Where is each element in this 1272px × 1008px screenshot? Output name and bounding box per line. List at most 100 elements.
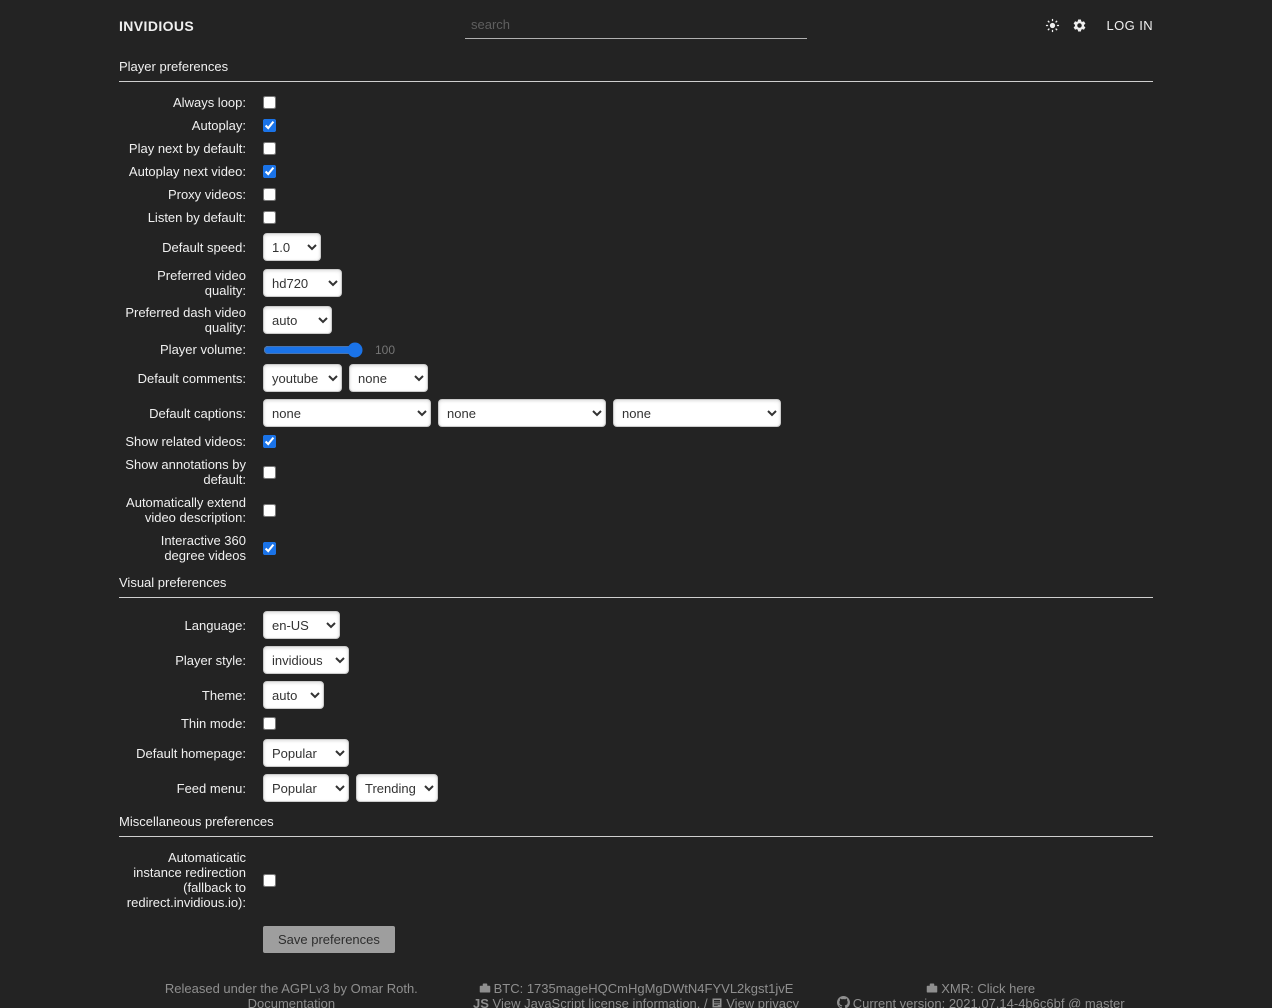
listen-by-default-label: Listen by default: xyxy=(147,210,246,225)
xmr-label: XMR: xyxy=(941,981,978,996)
sun-icon xyxy=(1045,18,1059,33)
player-volume-label: Player volume: xyxy=(160,342,246,357)
theme-label: Theme: xyxy=(201,687,246,703)
default-speed-label: Default speed: xyxy=(162,239,246,255)
feed-menu-select-1[interactable]: Popular xyxy=(263,774,349,802)
row-show-related: Show related videos: xyxy=(119,434,1153,449)
search-input[interactable] xyxy=(465,12,807,39)
preferred-video-quality-select[interactable]: hd720 xyxy=(263,269,342,297)
default-captions-select-2[interactable]: none xyxy=(438,399,606,427)
feed-menu-label: Feed menu: xyxy=(176,780,246,796)
footer: Released under the AGPLv3 by Omar Roth. … xyxy=(119,981,1153,1008)
default-homepage-label: Default homepage: xyxy=(136,745,246,761)
player-volume-slider[interactable] xyxy=(263,342,363,357)
gear-icon xyxy=(1073,19,1085,32)
feed-menu-select-2[interactable]: Trending xyxy=(356,774,438,802)
autoplay-next-label: Autoplay next video: xyxy=(128,164,246,179)
wallet-icon xyxy=(926,983,938,993)
row-preferred-dash-quality: Preferred dash video quality: auto xyxy=(119,305,1153,335)
row-play-next: Play next by default: xyxy=(119,141,1153,156)
separator-text: / xyxy=(700,996,712,1008)
btc-address: BTC: 1735mageHQCmHgMgDWtN4FYVL2kgst1jvE xyxy=(493,981,794,996)
invidious-logo[interactable]: INVIDIOUS xyxy=(119,17,195,34)
listen-by-default-checkbox[interactable] xyxy=(263,211,276,224)
preferred-dash-quality-label: Preferred dash video quality: xyxy=(125,305,246,335)
default-homepage-select[interactable]: Popular xyxy=(263,739,349,767)
extend-description-label: Automatically extend video description: xyxy=(126,495,246,525)
save-row: Save preferences xyxy=(119,926,1153,953)
top-navbar: INVIDIOUS xyxy=(119,0,1153,47)
interactive-360-label: Interactive 360 degree videos xyxy=(160,533,246,563)
row-thin-mode: Thin mode: xyxy=(119,716,1153,731)
row-preferred-video-quality: Preferred video quality: hd720 xyxy=(119,268,1153,298)
document-icon xyxy=(712,998,722,1008)
show-related-checkbox[interactable] xyxy=(263,435,276,448)
wallet-icon xyxy=(479,983,490,993)
theme-select[interactable]: auto xyxy=(263,681,324,709)
row-language: Language: en-US xyxy=(119,611,1153,639)
default-speed-select[interactable]: 1.0 xyxy=(263,233,321,261)
autoplay-label: Autoplay: xyxy=(191,118,246,133)
show-annotations-label: Show annotations by default: xyxy=(125,457,246,487)
play-next-label: Play next by default: xyxy=(128,141,246,156)
autoplay-checkbox[interactable] xyxy=(263,119,276,132)
row-automatic-redirect: Automaticatic instance redirection (fall… xyxy=(119,850,1153,910)
section-title-misc-preferences: Miscellaneous preferences xyxy=(119,814,1153,837)
row-extend-description: Automatically extend video description: xyxy=(119,495,1153,525)
autoplay-next-checkbox[interactable] xyxy=(263,165,276,178)
proxy-videos-label: Proxy videos: xyxy=(167,187,246,202)
version-label: Current version: xyxy=(852,996,949,1008)
language-label: Language: xyxy=(184,617,246,633)
row-default-homepage: Default homepage: Popular xyxy=(119,739,1153,767)
page: INVIDIOUS xyxy=(119,0,1153,1008)
default-comments-select-1[interactable]: youtube xyxy=(263,364,342,392)
default-captions-label: Default captions: xyxy=(149,405,246,421)
automatic-redirect-label: Automaticatic instance redirection (fall… xyxy=(126,850,246,910)
player-style-select[interactable]: invidious xyxy=(263,646,349,674)
interactive-360-checkbox[interactable] xyxy=(263,541,276,555)
always-loop-label: Always loop: xyxy=(173,95,246,110)
privacy-policy-link[interactable]: View privacy policy. xyxy=(726,996,799,1008)
js-license-link[interactable]: View JavaScript license information. xyxy=(492,996,701,1008)
footer-donate-column: BTC: 1735mageHQCmHgMgDWtN4FYVL2kgst1jvE … xyxy=(464,981,809,1008)
default-comments-label: Default comments: xyxy=(137,370,246,386)
row-default-speed: Default speed: 1.0 xyxy=(119,233,1153,261)
section-title-visual-preferences: Visual preferences xyxy=(119,575,1153,598)
licenses-line: JS View JavaScript license information. … xyxy=(473,996,799,1008)
always-loop-checkbox[interactable] xyxy=(263,96,276,109)
footer-version-column: XMR: Click here Current version: 2021.07… xyxy=(808,981,1153,1008)
player-style-label: Player style: xyxy=(175,652,246,668)
section-title-player-preferences: Player preferences xyxy=(119,59,1153,82)
row-default-captions: Default captions: none none none xyxy=(119,399,1153,427)
preferences-button[interactable] xyxy=(1072,18,1087,33)
theme-toggle-button[interactable] xyxy=(1045,18,1060,33)
documentation-link[interactable]: Documentation xyxy=(247,996,336,1008)
preferred-dash-quality-select[interactable]: auto xyxy=(263,306,332,334)
preferred-video-quality-label: Preferred video quality: xyxy=(157,268,246,298)
thin-mode-checkbox[interactable] xyxy=(263,717,276,730)
language-select[interactable]: en-US xyxy=(263,611,340,639)
show-related-label: Show related videos: xyxy=(125,434,246,449)
row-autoplay: Autoplay: xyxy=(119,118,1153,133)
log-in-link[interactable]: LOG IN xyxy=(1106,18,1153,33)
show-annotations-checkbox[interactable] xyxy=(263,465,276,479)
xmr-link[interactable]: Click here xyxy=(977,981,1036,996)
automatic-redirect-checkbox[interactable] xyxy=(263,873,276,887)
row-default-comments: Default comments: youtube none xyxy=(119,364,1153,392)
play-next-checkbox[interactable] xyxy=(263,142,276,155)
btc-line: BTC: 1735mageHQCmHgMgDWtN4FYVL2kgst1jvE xyxy=(470,981,803,996)
extend-description-checkbox[interactable] xyxy=(263,503,276,517)
save-preferences-button[interactable]: Save preferences xyxy=(263,926,395,953)
row-feed-menu: Feed menu: Popular Trending xyxy=(119,774,1153,802)
default-captions-select-3[interactable]: none xyxy=(613,399,781,427)
row-player-style: Player style: invidious xyxy=(119,646,1153,674)
default-comments-select-2[interactable]: none xyxy=(349,364,428,392)
license-text: Released under the AGPLv3 by Omar Roth. xyxy=(164,981,418,996)
default-captions-select-1[interactable]: none xyxy=(263,399,431,427)
row-listen-by-default: Listen by default: xyxy=(119,210,1153,225)
row-player-volume: Player volume: 100 xyxy=(119,342,1153,357)
row-autoplay-next: Autoplay next video: xyxy=(119,164,1153,179)
version-link[interactable]: 2021.07.14-4b6c6bf @ master xyxy=(948,996,1125,1008)
proxy-videos-checkbox[interactable] xyxy=(263,188,276,201)
player-volume-value: 100 xyxy=(375,342,396,357)
